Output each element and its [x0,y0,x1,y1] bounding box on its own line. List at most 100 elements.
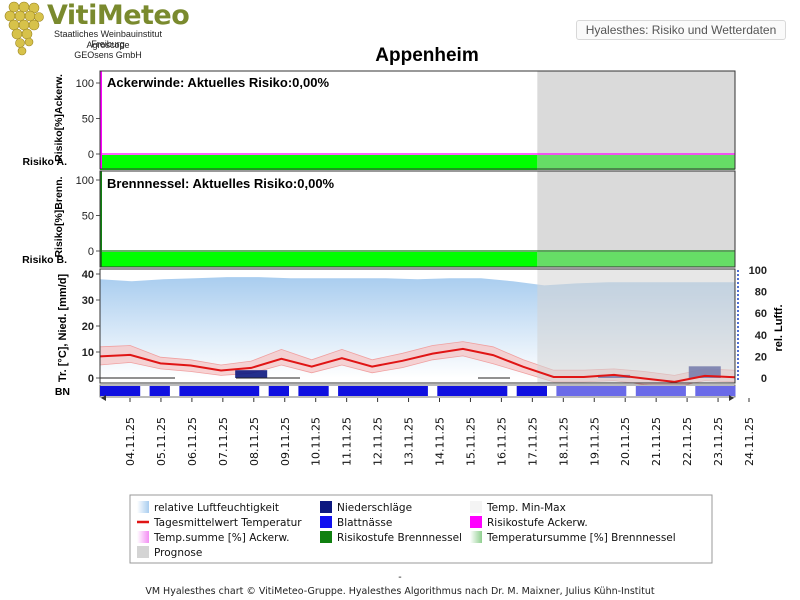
weather-ytick-label: 0 [88,373,94,385]
date-label: 11.11.25 [341,417,354,466]
logo-subtitle-1: Staatliches Weinbauinstitut Freiburg [54,29,162,49]
leaf-wetness-cell [367,386,379,396]
legend-swatch [137,531,149,543]
date-label: 04.11.25 [124,417,137,466]
humidity-ytick-label: 20 [755,351,767,363]
footer-credit: VM Hyalesthes chart © VitiMeteo-Gruppe. … [145,586,655,597]
leaf-wetness-cell [308,386,319,396]
legend-swatch [470,531,482,543]
leaf-wetness-cell [377,386,389,396]
date-label: 16.11.25 [495,417,508,466]
legend-swatch [320,531,332,543]
legend-label: Blattnässe [337,517,392,529]
leaf-wetness-cell [119,386,131,396]
leaf-wetness-cell [596,386,607,396]
date-label: 05.11.25 [155,417,168,466]
ackerwinde-prognose-area [537,71,735,169]
leaf-wetness-cell [189,386,200,396]
leaf-wetness-cell [397,386,409,396]
date-label: 14.11.25 [434,417,447,466]
leaf-wetness-cell [467,386,478,396]
brennnessel-ytick-label: 50 [82,211,94,223]
chart-type-tag: Hyalesthes: Risiko und Wetterdaten [576,20,786,40]
leaf-wetness-cell [665,386,676,396]
date-label: 12.11.25 [372,417,385,466]
leaf-wetness-cell [149,386,160,396]
legend-label: Temp.summe [%] Ackerw. [153,532,289,544]
leaf-wetness-cell [536,386,547,396]
ackerwinde-panel-border [99,70,736,170]
weather-ylabel: Tr. [°C], Nied. [mm/d] [57,274,69,383]
brand-title: VitiMeteo [47,0,190,31]
leaf-wetness-cell [586,386,597,396]
weather-ytick-label: 30 [82,295,94,307]
leaf-wetness-cell [159,386,170,396]
leaf-wetness-cell [100,386,111,396]
logo-subtitle-2: Agroscope [86,40,130,50]
weather-ytick-label: 10 [82,347,94,359]
date-label: 08.11.25 [248,417,261,466]
humidity-ytick-label: 60 [755,308,767,320]
footer-dash: - [398,572,402,583]
brennnessel-ylabel: Risiko[%]Brenn. [53,176,65,257]
leaf-wetness-cell [496,386,508,396]
leaf-wetness-cell [576,386,587,396]
leaf-wetness-cell [725,386,736,396]
brennnessel-panel-border [99,170,736,268]
humidity-ytick-label: 80 [755,287,767,299]
legend-label: Temp. Min-Max [486,502,566,514]
brennnessel-row-label: Risiko B. [22,254,67,266]
leaf-wetness-cell [526,386,537,396]
grape-logo [4,1,44,56]
logo-subtitle-3: GEOsens GmbH [74,50,142,60]
date-label: 18.11.25 [557,417,570,466]
leaf-wetness-cell [338,386,349,396]
leaf-wetness-cell [705,386,716,396]
date-label: 07.11.25 [217,417,230,466]
legend-label: Niederschläge [337,502,412,514]
date-label: 24.11.25 [743,417,756,466]
temp-mean-line [99,347,736,383]
legend-label: Tagesmittelwert Temperatur [153,517,302,529]
legend-swatch [320,516,332,528]
legend-label: relative Luftfeuchtigkeit [154,502,279,514]
humidity-ytick-label: 100 [749,265,767,277]
leaf-wetness-cell [358,386,369,396]
leaf-wetness-cell [606,386,617,396]
weather-y2label: rel. Luftf. [773,304,785,351]
leaf-wetness-cell [318,386,329,396]
legend-swatch [470,501,482,513]
date-label: 21.11.25 [650,417,663,466]
leaf-wetness-cell [219,386,230,396]
leaf-wetness-cell [209,386,220,396]
leaf-wetness-cell [417,386,428,396]
date-label: 19.11.25 [588,417,601,466]
leaf-wetness-cell [447,386,458,396]
brennnessel-ytick-label: 0 [88,246,94,258]
date-label: 15.11.25 [464,417,477,466]
ackerwinde-annotation: Ackerwinde: Aktuelles Risiko:0,00% [107,75,329,90]
brennnessel-annotation: Brennnessel: Aktuelles Risiko:0,00% [107,176,335,191]
leaf-wetness-cell [179,386,190,396]
date-label: 09.11.25 [279,417,292,466]
legend-swatch [320,501,332,513]
leaf-wetness-cell [566,386,577,396]
chart-title: Appenheim [375,45,478,66]
legend-swatch [137,546,149,558]
scroll-right-arrow [729,395,734,401]
leaf-wetness-cell [348,386,359,396]
date-label: 20.11.25 [619,417,632,466]
legend-label: Risikostufe Ackerw. [487,517,588,529]
ackerwinde-risk-strip [100,155,538,170]
leaf-wetness-cell [457,386,468,396]
legend-label: Temperatursumme [%] Brennnessel [486,532,676,544]
leaf-wetness-cell [695,386,706,396]
weather-prognose-area [537,269,735,383]
weather-ytick-label: 20 [82,321,94,333]
weather-ytick-label: 40 [82,269,94,281]
humidity-ytick-label: 40 [755,330,767,342]
ackerwinde-ytick-label: 100 [76,78,94,90]
leaf-wetness-cell [129,386,141,396]
ackerwinde-risk-strip-prognose [537,155,735,170]
leaf-wetness-cell [268,386,280,396]
